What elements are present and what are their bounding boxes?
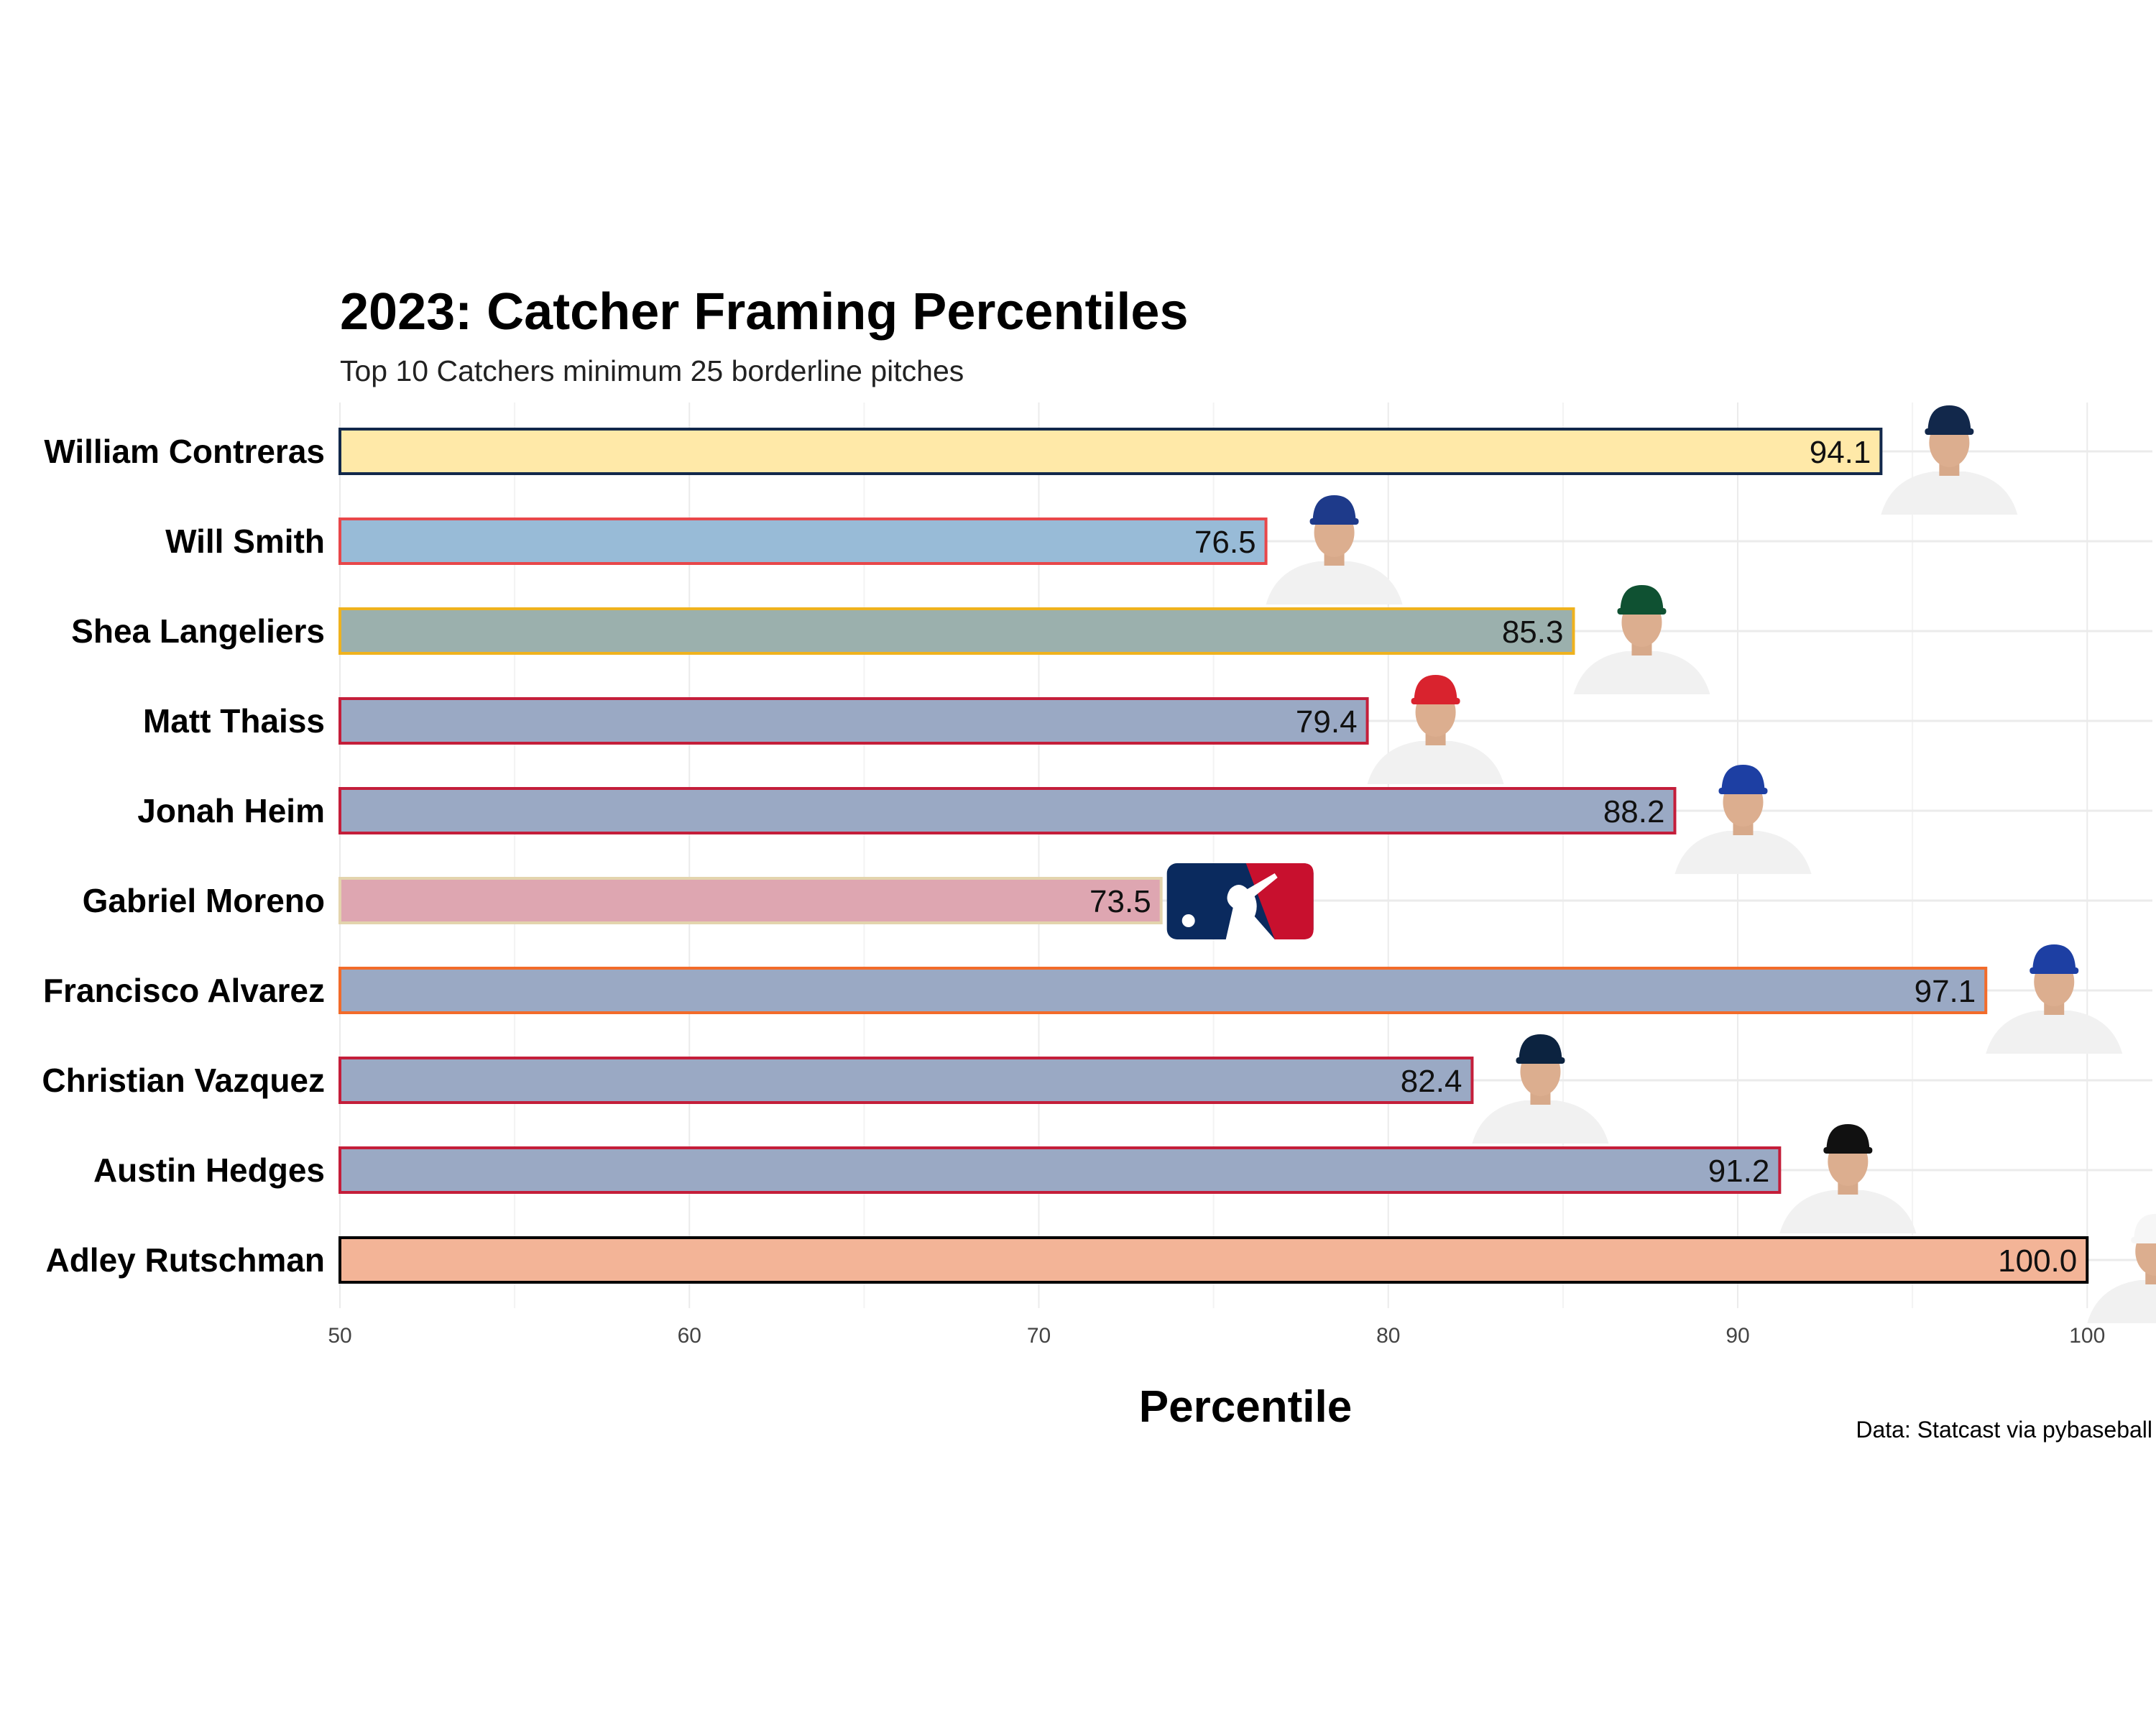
- row-label: Jonah Heim: [137, 792, 325, 829]
- bar: [338, 1146, 1782, 1194]
- bar-value-label: 73.5: [1089, 884, 1151, 919]
- x-tick-label: 70: [1027, 1324, 1051, 1348]
- x-axis-ticks: 50 60 70 80 90 100: [328, 1324, 2105, 1348]
- row-label: Austin Hedges: [93, 1151, 325, 1189]
- bar-value-label: 82.4: [1401, 1064, 1462, 1099]
- bar: [338, 877, 1163, 924]
- row-label: Gabriel Moreno: [83, 882, 325, 919]
- bar: [338, 607, 1575, 655]
- bar-value-label: 97.1: [1915, 974, 1976, 1009]
- bar: [338, 518, 1268, 565]
- x-tick-label: 50: [328, 1324, 351, 1348]
- bar: [338, 1057, 1474, 1104]
- row-label: William Contreras: [44, 433, 325, 470]
- bar-value-label: 94.1: [1810, 435, 1871, 470]
- pirates-player-headshot-icon: [1779, 1124, 1917, 1233]
- chart-subtitle: Top 10 Catchers minimum 25 borderline pi…: [340, 354, 964, 387]
- bar: [338, 1236, 2089, 1284]
- chart-title: 2023: Catcher Framing Percentiles: [340, 283, 1189, 341]
- x-tick-label: 100: [2069, 1324, 2105, 1348]
- bar: [338, 697, 1369, 745]
- bars: [338, 428, 2089, 1284]
- bar: [338, 787, 1677, 834]
- bar-value-label: 79.4: [1296, 704, 1358, 740]
- brewers-player-headshot-icon: [1881, 405, 2018, 515]
- row-label: Will Smith: [165, 523, 325, 560]
- x-tick-label: 80: [1376, 1324, 1400, 1348]
- twins-player-headshot-icon: [1472, 1034, 1609, 1144]
- row-label: Matt Thaiss: [143, 702, 325, 740]
- bar-value-label: 85.3: [1502, 615, 1564, 650]
- athletics-player-headshot-icon: [1573, 585, 1710, 694]
- row-label: Francisco Alvarez: [43, 972, 325, 1009]
- dodgers-player-headshot-icon: [1266, 495, 1403, 604]
- mets-player-headshot-icon: [1986, 944, 2123, 1054]
- bar-value-label: 100.0: [1998, 1243, 2077, 1279]
- mlb-logo-icon: [1166, 863, 1314, 939]
- x-axis-title: Percentile: [1139, 1382, 1352, 1432]
- player-images: [1166, 405, 2156, 1323]
- bar: [338, 967, 1988, 1014]
- data-caption: Data: Statcast via pybaseball: [1856, 1417, 2152, 1443]
- bar: [338, 428, 1883, 475]
- orioles-player-headshot-icon: [2087, 1214, 2156, 1323]
- row-label: Christian Vazquez: [42, 1062, 325, 1099]
- x-tick-label: 90: [1726, 1324, 1749, 1348]
- row-labels: 94.1 William Contreras 76.5 Will Smith 85.3 S…: [42, 433, 2077, 1279]
- angels-player-headshot-icon: [1367, 675, 1504, 784]
- bar-value-label: 88.2: [1603, 794, 1665, 829]
- x-tick-label: 60: [678, 1324, 701, 1348]
- row-label: Adley Rutschman: [45, 1241, 325, 1279]
- rangers-player-headshot-icon: [1674, 765, 1812, 874]
- bar-value-label: 76.5: [1194, 525, 1256, 560]
- bar-value-label: 91.2: [1708, 1154, 1770, 1189]
- row-label: Shea Langeliers: [71, 612, 325, 650]
